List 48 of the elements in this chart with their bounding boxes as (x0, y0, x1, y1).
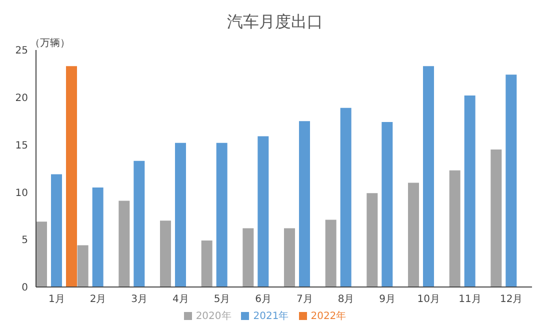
y-axis-title: （万辆） (30, 37, 70, 50)
bar (134, 160, 145, 287)
bar (408, 182, 419, 287)
x-tick-label: 12月 (500, 294, 523, 306)
x-tick-label: 6月 (255, 294, 272, 306)
bar (77, 245, 88, 287)
bar (201, 240, 212, 287)
x-tick-label: 9月 (379, 294, 396, 306)
bar (325, 220, 336, 287)
legend-label: 2021年 (253, 311, 289, 322)
bar (299, 121, 310, 287)
x-tick-label: 5月 (214, 294, 230, 306)
y-tick-label: 0 (22, 282, 28, 294)
bar (258, 136, 269, 287)
y-tick-label: 20 (15, 92, 28, 104)
chart-title: 汽车月度出口 (226, 12, 324, 33)
bar (216, 142, 228, 287)
bar (242, 228, 254, 287)
bar (175, 142, 186, 287)
x-tick-label: 8月 (338, 294, 354, 306)
bar (51, 174, 62, 287)
bar (423, 66, 434, 287)
y-tick-label: 10 (15, 188, 28, 199)
x-tick-label: 4月 (172, 294, 189, 306)
x-tick-label: 2月 (90, 294, 106, 306)
bar (382, 122, 393, 287)
y-tick-label: 5 (22, 235, 28, 246)
legend-label: 2022年 (310, 311, 346, 322)
y-tick-label: 25 (15, 46, 28, 57)
bar (506, 74, 517, 287)
bar (92, 187, 104, 287)
bar (36, 222, 47, 287)
bar (490, 150, 502, 287)
x-tick-label: 3月 (131, 294, 148, 306)
bar (118, 200, 130, 287)
bar (340, 108, 352, 287)
bar (284, 228, 295, 287)
x-tick-label: 10月 (417, 294, 440, 306)
y-tick-label: 15 (15, 140, 28, 152)
x-tick-label: 11月 (458, 294, 482, 306)
legend-label: 2020年 (196, 311, 232, 322)
bar (160, 220, 171, 287)
bar (449, 170, 460, 287)
x-tick-label: 1月 (48, 294, 65, 306)
bar (464, 96, 476, 287)
bar (66, 66, 77, 287)
bar (366, 193, 378, 287)
x-tick-label: 7月 (296, 294, 313, 306)
